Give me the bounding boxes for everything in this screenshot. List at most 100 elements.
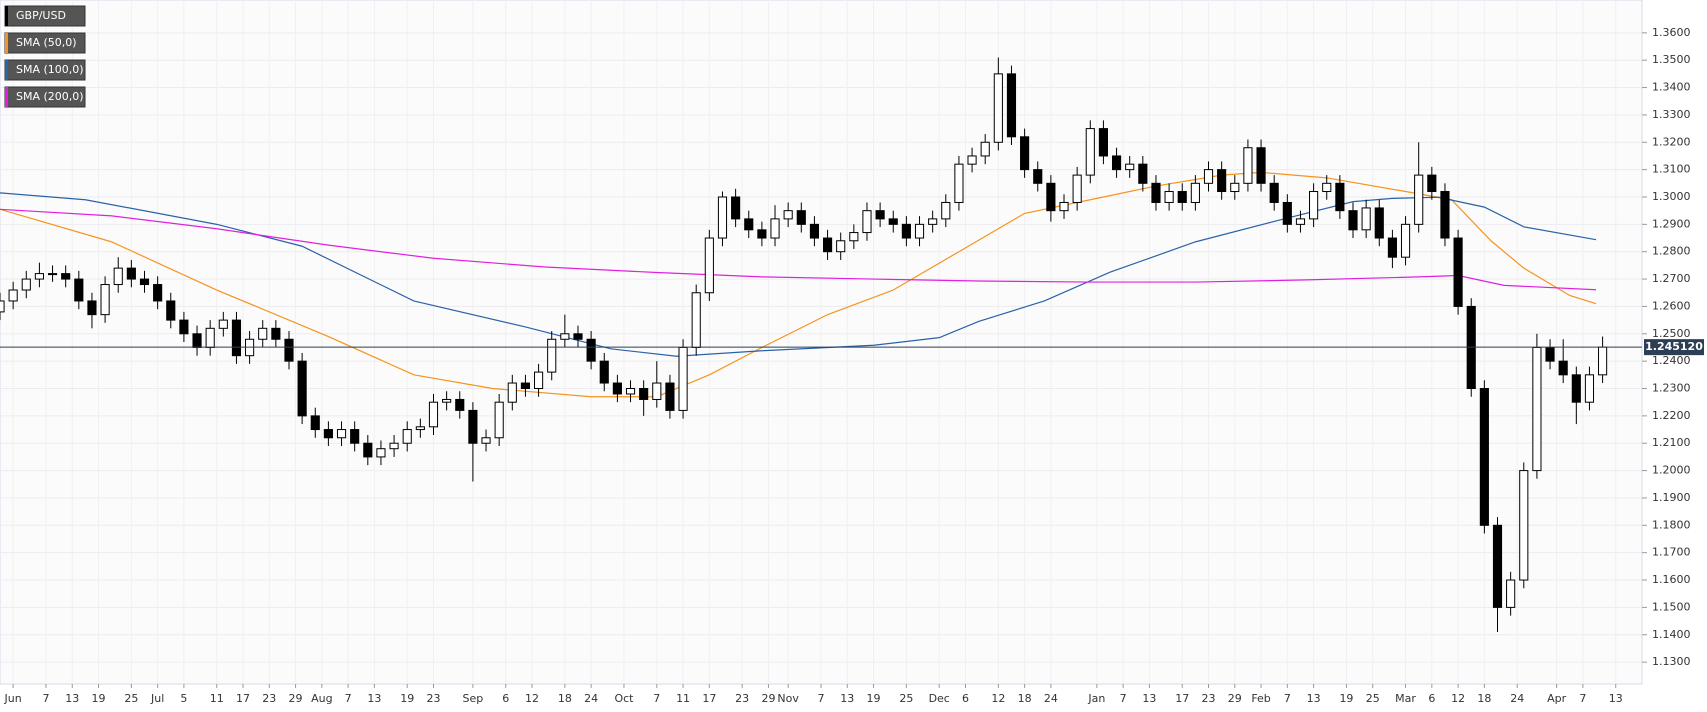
x-tick-label: 29 <box>1228 692 1242 705</box>
candle-body <box>967 155 977 165</box>
candle-body <box>1256 147 1266 184</box>
candle-body <box>47 273 58 276</box>
candle-body <box>455 398 465 411</box>
candle-body <box>1584 374 1595 403</box>
x-tick-label: 18 <box>558 692 572 705</box>
y-tick-label: 1.1400 <box>1652 628 1691 641</box>
y-tick-label: 1.2900 <box>1652 217 1691 230</box>
candle-body <box>218 319 228 329</box>
candle-body <box>297 360 307 417</box>
candle-body <box>1203 169 1214 184</box>
candle-body <box>599 360 609 384</box>
candle-body <box>1427 174 1437 193</box>
y-tick-label: 1.3200 <box>1652 135 1691 148</box>
candle-body <box>665 382 675 411</box>
y-tick-label: 1.1600 <box>1652 573 1691 586</box>
candle-body <box>560 333 570 340</box>
y-tick-label: 1.2000 <box>1652 464 1691 477</box>
candle-body <box>1243 147 1253 184</box>
x-tick-label: 12 <box>525 692 539 705</box>
candle-body <box>783 210 793 220</box>
candle-body <box>1479 388 1489 526</box>
candle-body <box>323 429 333 439</box>
candle-body <box>1282 201 1292 225</box>
candle-body <box>980 141 990 157</box>
candle-body <box>1151 182 1161 203</box>
x-tick-label: Nov <box>777 692 799 705</box>
candle-body <box>231 319 242 357</box>
candle-body <box>612 382 622 395</box>
candle-body <box>1335 182 1345 212</box>
y-tick-label: 1.3500 <box>1652 53 1691 66</box>
candle-body <box>993 73 1003 143</box>
candle-body <box>520 382 531 390</box>
x-tick-label: Sep <box>463 692 484 705</box>
y-tick-label: 1.3100 <box>1652 163 1691 176</box>
x-tick-label: 17 <box>236 692 250 705</box>
candle-body <box>875 210 885 220</box>
candle-body <box>1322 182 1332 193</box>
last-price-label: 1.245120 <box>1645 340 1703 353</box>
x-tick-label: 19 <box>1339 692 1353 705</box>
y-tick-label: 1.1700 <box>1652 546 1691 559</box>
candle-body <box>1046 182 1056 212</box>
candle-body <box>717 196 728 239</box>
candle-body <box>481 437 491 444</box>
candle-body <box>1309 191 1319 220</box>
candle-body <box>74 278 84 302</box>
candle-body <box>534 371 544 390</box>
candle-body <box>126 267 136 280</box>
x-tick-label: Apr <box>1547 692 1567 705</box>
legend-label: SMA (50,0) <box>16 36 77 49</box>
x-tick-label: 29 <box>289 692 303 705</box>
y-tick-label: 1.1500 <box>1652 600 1691 613</box>
candle-body <box>652 382 662 400</box>
candle-body <box>822 237 833 253</box>
x-tick-label: 24 <box>584 692 598 705</box>
candle-body <box>205 327 215 348</box>
candle-body <box>1558 360 1568 376</box>
legend-swatch <box>5 33 8 53</box>
candle-body <box>153 284 163 302</box>
candle-body <box>849 232 859 242</box>
candle-body <box>363 442 373 458</box>
x-tick-label: 7 <box>653 692 660 705</box>
x-tick-label: 25 <box>124 692 138 705</box>
candle-body <box>1020 136 1030 171</box>
y-tick-label: 1.2300 <box>1652 382 1691 395</box>
x-tick-label: 13 <box>65 692 79 705</box>
x-tick-label: 5 <box>180 692 187 705</box>
candle-body <box>639 388 649 400</box>
candle-body <box>87 300 97 316</box>
y-tick-label: 1.1300 <box>1652 655 1691 668</box>
x-tick-label: 7 <box>1120 692 1127 705</box>
x-tick-label: 17 <box>702 692 716 705</box>
candle-body <box>691 292 701 348</box>
candle-body <box>796 210 806 225</box>
x-tick-label: 13 <box>1609 692 1623 705</box>
candle-body <box>0 300 5 313</box>
x-tick-label: Feb <box>1251 692 1270 705</box>
candle-body <box>678 346 688 411</box>
candle-body <box>34 273 44 280</box>
y-tick-label: 1.2600 <box>1652 299 1691 312</box>
candle-body <box>1440 191 1450 239</box>
x-tick-label: 6 <box>502 692 509 705</box>
candle-body <box>1519 470 1529 581</box>
candle-body <box>954 163 964 203</box>
x-tick-label: 19 <box>92 692 106 705</box>
candle-body <box>731 196 741 220</box>
candle-body <box>21 278 31 291</box>
candle-body <box>1269 182 1279 203</box>
candle-body <box>744 218 754 231</box>
x-tick-label: 23 <box>735 692 749 705</box>
legend-label: SMA (200,0) <box>16 90 84 103</box>
candle-body <box>428 401 439 428</box>
candle-body <box>258 327 268 340</box>
x-tick-label: 12 <box>1451 692 1465 705</box>
x-tick-label: 6 <box>962 692 969 705</box>
candle-body <box>1006 73 1017 138</box>
candle-body <box>139 278 150 286</box>
x-tick-label: 29 <box>761 692 775 705</box>
